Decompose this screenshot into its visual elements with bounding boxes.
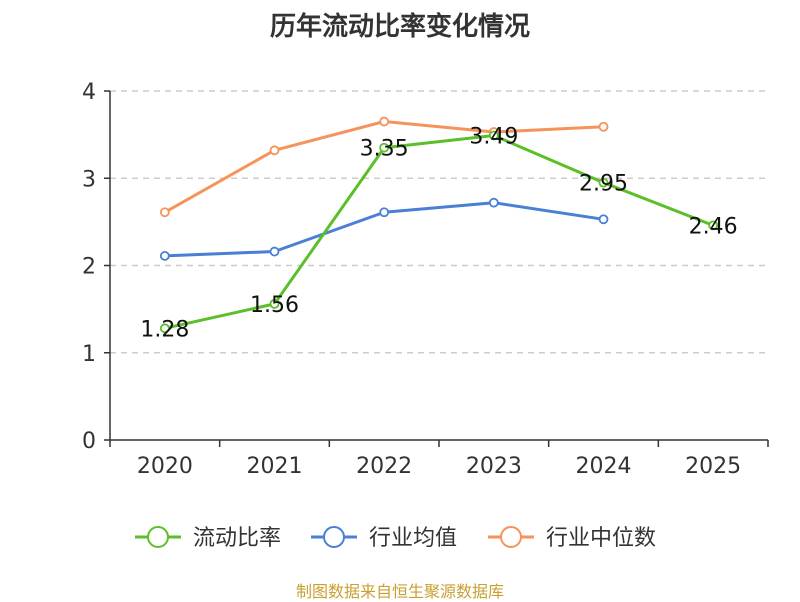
chart-title: 历年流动比率变化情况	[269, 12, 530, 42]
y-tick-label: 4	[82, 80, 96, 105]
legend: 流动比率 行业均值 行业中位数	[135, 526, 656, 551]
legend-swatch-marker	[147, 526, 169, 548]
label-layer: 1.28 1.56 3.35 3.49 2.95 2.46	[140, 124, 737, 342]
data-point-2-2021	[269, 145, 280, 156]
legend-item-0: 流动比率	[135, 526, 281, 551]
series-line-0	[164, 134, 714, 330]
x-tick-label-2022: 2022	[356, 454, 412, 479]
legend-swatch-marker	[500, 526, 522, 548]
legend-label: 行业中位数	[546, 526, 656, 551]
series-layer	[159, 116, 719, 334]
data-point-2-2020	[159, 207, 170, 218]
data-point-1-2021	[269, 246, 280, 257]
x-tick-label-2024: 2024	[576, 454, 632, 479]
data-point-2-2024	[598, 121, 609, 132]
source-note: 制图数据来自恒生聚源数据库	[295, 582, 504, 601]
legend-label: 行业均值	[369, 526, 457, 551]
data-label-2023: 3.49	[469, 124, 518, 149]
data-point-0-2025	[708, 220, 719, 231]
data-point-2-2022	[379, 116, 390, 127]
data-point-0-2021	[269, 298, 280, 309]
x-tick-label-2020: 2020	[137, 454, 193, 479]
y-tick-label: 1	[82, 342, 96, 367]
data-point-0-2024	[598, 177, 609, 188]
data-point-1-2023	[488, 197, 499, 208]
legend-swatch-marker	[323, 526, 345, 548]
data-point-1-2020	[159, 251, 170, 261]
axis-layer: 0 1 2 3 4 2020 2021 2022 2023 2024 2025	[82, 80, 769, 479]
legend-item-1: 行业均值	[311, 526, 457, 551]
data-label-2021: 1.56	[250, 293, 299, 318]
x-tick-label-2025: 2025	[685, 454, 741, 479]
y-tick-label: 3	[82, 167, 96, 192]
data-point-1-2024	[598, 214, 609, 225]
data-label-2022: 3.35	[360, 137, 409, 162]
series-line-2	[164, 120, 604, 214]
x-tick-label-2021: 2021	[247, 454, 303, 479]
x-tick-label-2023: 2023	[466, 454, 522, 479]
data-point-0-2020	[159, 323, 170, 334]
data-label-2025: 2.46	[689, 214, 738, 239]
data-label-2024: 2.95	[579, 172, 628, 197]
data-point-0-2022	[379, 142, 390, 153]
y-tick-label: 2	[82, 255, 96, 280]
legend-item-2: 行业中位数	[488, 526, 656, 551]
y-tick-label: 0	[82, 429, 96, 454]
grid-layer	[110, 90, 768, 354]
data-label-2020: 1.28	[140, 317, 189, 342]
data-point-0-2023	[488, 130, 499, 141]
legend-label: 流动比率	[193, 526, 281, 551]
data-point-1-2022	[379, 207, 390, 218]
